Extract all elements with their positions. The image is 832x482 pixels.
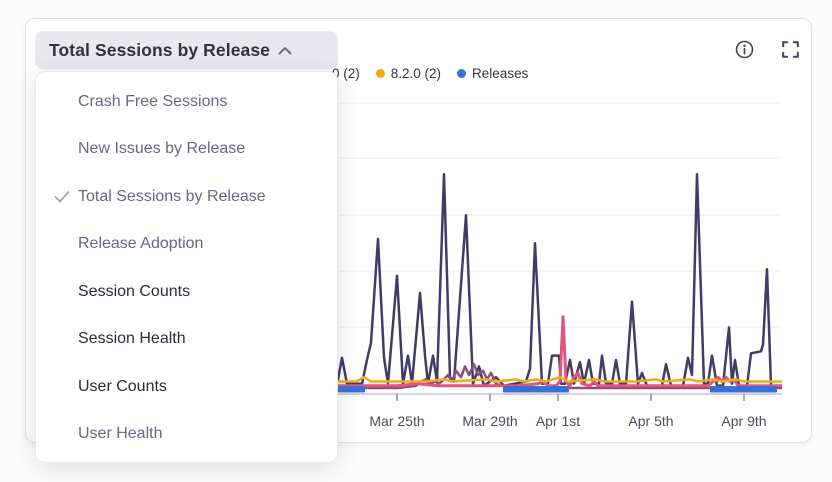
x-axis-label: Mar 29th — [462, 413, 517, 429]
check-icon — [54, 190, 70, 204]
menu-item-label: User Counts — [78, 377, 167, 395]
menu-item-label: Session Counts — [78, 282, 191, 300]
menu-item-label: New Issues by Release — [78, 140, 246, 158]
legend-item-releases[interactable]: Releases — [457, 66, 528, 81]
release-bar[interactable] — [338, 386, 365, 393]
menu-item-label: User Health — [78, 425, 163, 443]
menu-item-crash-free-sessions[interactable]: Crash Free Sessions — [36, 78, 337, 126]
chevron-up-icon — [278, 46, 292, 55]
expand-button[interactable] — [780, 41, 800, 63]
x-axis-label: Apr 1st — [536, 413, 580, 429]
x-axis-label: Mar 25th — [369, 413, 424, 429]
legend-item-0-2-[interactable]: 0 (2) — [332, 66, 360, 81]
sessions-chart: Mar 25th Mar 29th Apr 1st Apr 5th Apr 9th — [336, 102, 784, 429]
menu-item-total-sessions-by-release[interactable]: Total Sessions by Release — [36, 173, 337, 221]
menu-item-label: Total Sessions by Release — [78, 187, 266, 205]
release-bar[interactable] — [710, 386, 777, 393]
menu-item-label: Crash Free Sessions — [78, 92, 228, 110]
series-sessions-pink — [336, 315, 784, 388]
widget-actions — [734, 40, 800, 64]
legend-label: Releases — [472, 65, 529, 81]
expand-icon — [781, 41, 799, 63]
legend-dot — [457, 68, 467, 78]
legend-item-8.2.0-2-[interactable]: 8.2.0 (2) — [375, 65, 442, 81]
menu-item-label: Release Adoption — [78, 235, 204, 253]
menu-item-session-counts[interactable]: Session Counts — [36, 268, 337, 316]
chart-area: Mar 25th Mar 29th Apr 1st Apr 5th Apr 9th — [336, 90, 784, 440]
widget-title: Total Sessions by Release — [49, 39, 271, 60]
menu-item-release-adoption[interactable]: Release Adoption — [36, 221, 337, 269]
legend-label: 8.2.0 (2) — [390, 65, 442, 81]
legend-label: 0 (2) — [332, 65, 360, 81]
info-icon — [735, 40, 754, 64]
menu-item-session-health[interactable]: Session Health — [36, 316, 337, 364]
x-axis-label: Apr 5th — [628, 413, 673, 429]
menu-item-label: Session Health — [78, 330, 186, 348]
series-sessions-orange — [336, 375, 784, 383]
chart-legend: 0 (2) 8.2.0 (2) Releases — [332, 64, 528, 82]
series-sessions-purple — [336, 362, 784, 390]
series-sessions-navy — [336, 172, 779, 388]
x-axis-label: Apr 9th — [721, 413, 766, 429]
menu-item-user-counts[interactable]: User Counts — [36, 363, 337, 411]
menu-item-user-health[interactable]: User Health — [36, 411, 337, 459]
release-bar[interactable] — [503, 386, 569, 393]
menu-item-new-issues-by-release[interactable]: New Issues by Release — [36, 126, 337, 174]
widget-type-menu: Crash Free Sessions New Issues by Release… — [35, 71, 338, 463]
legend-dot — [375, 68, 385, 78]
info-button[interactable] — [734, 40, 754, 64]
widget-title-dropdown-trigger[interactable]: Total Sessions by Release — [35, 31, 338, 69]
